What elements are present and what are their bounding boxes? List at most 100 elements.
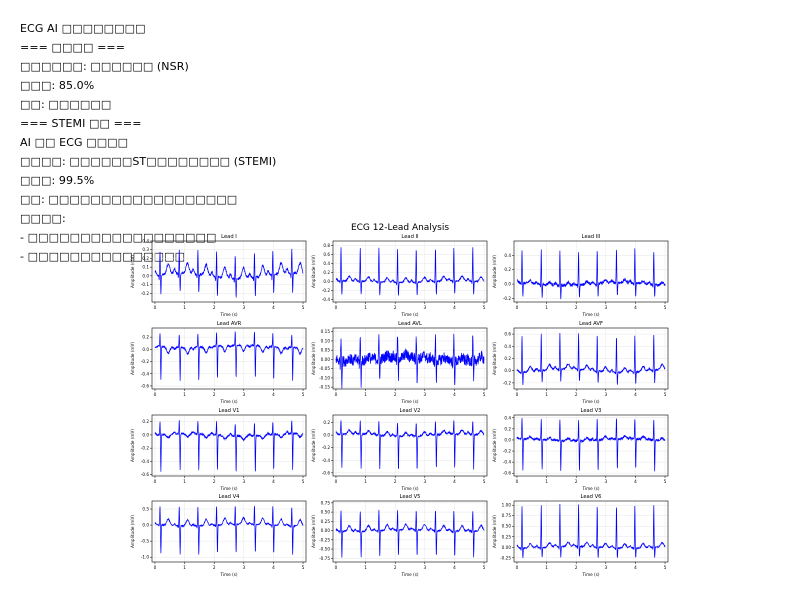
y-tick-label: 0.25 xyxy=(321,519,331,524)
x-tick-label: 4 xyxy=(272,565,275,570)
x-tick-label: 5 xyxy=(483,392,486,397)
y-axis-label: Amplitude (mV) xyxy=(492,255,497,288)
x-tick-label: 1 xyxy=(183,305,186,310)
y-tick-label: 0.15 xyxy=(321,329,331,334)
x-tick-label: 5 xyxy=(483,305,486,310)
y-tick-label: 0.4 xyxy=(323,261,330,266)
x-tick-label: 5 xyxy=(302,392,305,397)
lead-panel: 0 1 2 3 4 5-0.6-0.4-0.20.00.2Lead V2Time (s)A… xyxy=(311,408,487,491)
lead-panel: 0 1 2 3 4 5-0.20.00.20.40.6Lead AVFTime (s)Am… xyxy=(492,321,668,404)
y-tick-label: 0.0 xyxy=(323,433,330,438)
y-axis-label: Amplitude (mV) xyxy=(130,255,135,288)
y-axis-label: Amplitude (mV) xyxy=(130,429,135,462)
y-tick-label: 0.5 xyxy=(142,507,149,512)
x-tick-label: 2 xyxy=(394,565,397,570)
y-tick-label: 0.3 xyxy=(142,247,149,252)
y-tick-label: 0.00 xyxy=(321,357,331,362)
y-tick-label: 0.2 xyxy=(504,267,511,272)
y-tick-label: 0.10 xyxy=(321,338,331,343)
y-axis-label: Amplitude (mV) xyxy=(311,342,316,375)
y-tick-label: 0.05 xyxy=(321,348,331,353)
y-tick-label: 0.0 xyxy=(142,523,149,528)
y-tick-label: -0.6 xyxy=(141,472,150,477)
x-tick-label: 0 xyxy=(335,479,338,484)
y-axis-label: Amplitude (mV) xyxy=(492,342,497,375)
lead-panel: 0 1 2 3 4 5-0.15-0.10-0.050.000.050.100.15Lea… xyxy=(311,321,487,404)
ecg-trace xyxy=(517,504,665,558)
y-axis-label: Amplitude (mV) xyxy=(492,515,497,548)
x-tick-label: 0 xyxy=(516,479,519,484)
y-tick-label: -0.2 xyxy=(141,446,150,451)
y-tick-label: 0.0 xyxy=(142,347,149,352)
y-tick-label: -0.2 xyxy=(141,359,150,364)
y-axis-label: Amplitude (mV) xyxy=(311,515,316,548)
panel-frame xyxy=(333,415,487,476)
x-tick-label: 2 xyxy=(575,392,578,397)
panel-frame xyxy=(152,501,306,562)
y-tick-label: -1.0 xyxy=(141,555,150,560)
y-tick-label: -0.4 xyxy=(322,297,331,302)
y-tick-label: 0.2 xyxy=(142,419,149,424)
ecg-trace xyxy=(155,249,303,298)
x-tick-label: 0 xyxy=(516,305,519,310)
y-tick-label: 0.25 xyxy=(502,534,512,539)
y-tick-label: -0.15 xyxy=(319,385,330,390)
y-tick-label: 0.50 xyxy=(321,510,331,515)
y-tick-label: -0.2 xyxy=(322,288,331,293)
x-axis-label: Time (s) xyxy=(581,572,599,577)
lead-panel: 0 1 2 3 4 5-0.6-0.4-0.20.00.20.4Lead V3Time (… xyxy=(492,408,668,491)
y-tick-label: 0.2 xyxy=(323,420,330,425)
x-axis-label: Time (s) xyxy=(581,399,599,404)
y-tick-label: 0.4 xyxy=(142,239,149,244)
x-tick-label: 4 xyxy=(634,565,637,570)
x-tick-label: 0 xyxy=(154,479,157,484)
x-tick-label: 3 xyxy=(604,479,607,484)
x-tick-label: 4 xyxy=(453,565,456,570)
x-tick-label: 4 xyxy=(634,392,637,397)
panel-title: Lead V4 xyxy=(219,494,241,500)
y-tick-label: 0.50 xyxy=(502,524,512,529)
y-tick-label: -0.2 xyxy=(503,296,512,301)
x-tick-label: 3 xyxy=(423,392,426,397)
x-tick-label: 5 xyxy=(664,565,667,570)
panel-frame xyxy=(333,241,487,302)
panel-frame xyxy=(152,415,306,476)
y-tick-label: -0.2 xyxy=(322,445,331,450)
x-axis-label: Time (s) xyxy=(400,312,418,317)
panel-title: Lead V2 xyxy=(400,408,421,414)
y-tick-label: -0.25 xyxy=(500,555,511,560)
lead-panel: 0 1 2 3 4 5 -0.2 0.0 0.2 0.4 Lead III Time (s) Ampli… xyxy=(492,234,668,317)
x-tick-label: 1 xyxy=(545,479,548,484)
x-tick-label: 1 xyxy=(364,392,367,397)
x-tick-label: 3 xyxy=(242,565,245,570)
x-tick-label: 5 xyxy=(483,479,486,484)
panel-frame xyxy=(514,241,668,302)
y-tick-label: 0.4 xyxy=(504,415,511,420)
x-tick-label: 5 xyxy=(302,479,305,484)
x-tick-label: 4 xyxy=(453,305,456,310)
y-tick-label: -0.75 xyxy=(319,556,330,561)
x-tick-label: 1 xyxy=(545,305,548,310)
y-tick-label: 0.2 xyxy=(504,356,511,361)
y-axis-label: Amplitude (mV) xyxy=(130,342,135,375)
ecg-trace xyxy=(155,332,303,381)
x-tick-label: 2 xyxy=(394,392,397,397)
y-tick-label: 0.6 xyxy=(323,252,330,257)
ecg-trace xyxy=(517,418,665,471)
x-tick-label: 4 xyxy=(272,479,275,484)
x-tick-label: 5 xyxy=(302,305,305,310)
y-tick-label: -0.50 xyxy=(319,547,330,552)
lead-panel: 0 1 2 3 4 5 -0.6 -0.4 -0.2 0.0 0.2 Lead V1 Time (s) A… xyxy=(130,408,306,491)
x-tick-label: 2 xyxy=(394,305,397,310)
y-tick-label: 0.0 xyxy=(142,432,149,437)
ecg-trace xyxy=(336,334,484,389)
panel-frame xyxy=(514,415,668,476)
y-tick-label: -0.6 xyxy=(322,470,331,475)
y-tick-label: 0.0 xyxy=(323,279,330,284)
y-tick-label: 0.75 xyxy=(321,500,331,505)
panel-title: Lead V1 xyxy=(219,408,240,414)
x-tick-label: 2 xyxy=(394,479,397,484)
lead-panel: 0 1 2 3 4 5-0.4-0.20.00.20.40.60.8Lead IITime… xyxy=(311,234,487,317)
y-tick-label: -0.05 xyxy=(319,366,330,371)
y-tick-label: -0.4 xyxy=(141,459,150,464)
